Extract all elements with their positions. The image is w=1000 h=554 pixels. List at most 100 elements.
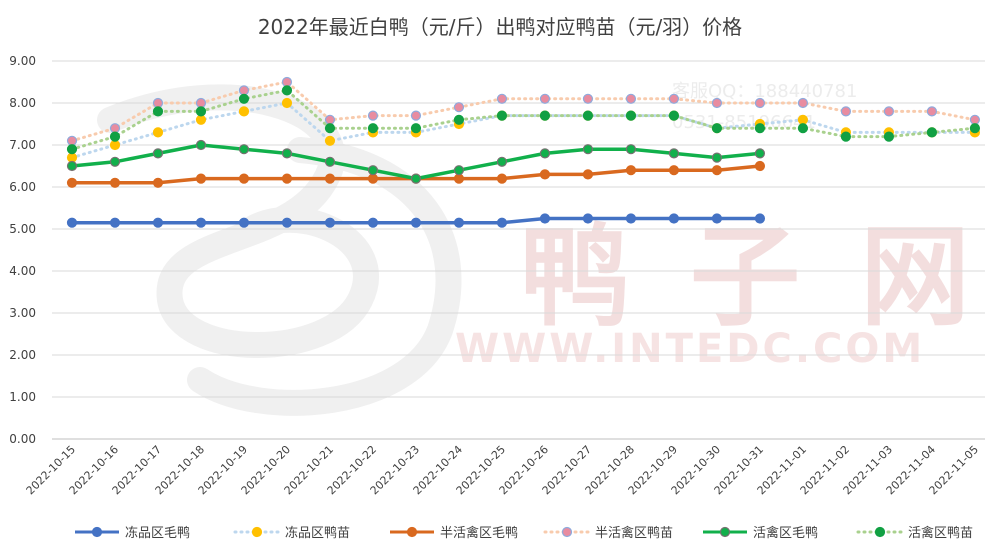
data-point (625, 110, 637, 121)
series-line (70, 80, 977, 143)
data-point (797, 114, 809, 125)
legend-marker (561, 526, 573, 538)
legend-item: 冻品区毛鸭 (75, 525, 190, 541)
data-point (152, 177, 164, 188)
legend-label: 活禽区鸭苗 (908, 525, 973, 541)
data-point (109, 123, 121, 134)
data-point (324, 156, 336, 167)
data-point (625, 213, 637, 224)
series-1 (66, 213, 766, 228)
series-5 (66, 139, 766, 184)
y-tick-label: 0.00 (9, 432, 36, 446)
data-point (711, 152, 723, 163)
data-point (238, 144, 250, 155)
data-point (840, 131, 852, 142)
data-point (453, 217, 465, 228)
data-point (453, 114, 465, 125)
legend-marker (91, 526, 103, 538)
data-point (625, 93, 637, 104)
data-point (410, 123, 422, 134)
y-tick-label: 2.00 (9, 348, 36, 362)
data-point (410, 217, 422, 228)
data-point (496, 217, 508, 228)
data-point (367, 110, 379, 121)
data-point (238, 217, 250, 228)
series-6 (66, 85, 981, 155)
data-point (238, 85, 250, 96)
legend-item: 活禽区鸭苗 (856, 525, 973, 541)
data-point (883, 106, 895, 117)
legend-item: 半活禽区鸭苗 (543, 525, 673, 541)
data-point (582, 169, 594, 180)
data-point (668, 93, 680, 104)
data-point (66, 152, 78, 163)
watermark-url: WWW.INTEDC.COM (455, 326, 925, 372)
data-point (281, 148, 293, 159)
y-tick-label: 5.00 (9, 222, 36, 236)
data-point (668, 110, 680, 121)
data-point (238, 173, 250, 184)
data-point (926, 127, 938, 138)
data-point (324, 123, 336, 134)
data-point (496, 173, 508, 184)
data-point (754, 123, 766, 134)
data-point (66, 160, 78, 172)
data-point (797, 97, 809, 109)
data-point (539, 169, 551, 180)
y-axis: 0.00 1.00 2.00 3.00 4.00 5.00 6.00 7.00 8.00 9.00 (9, 54, 36, 446)
data-point (754, 97, 766, 109)
data-point (109, 139, 121, 151)
data-point (539, 93, 551, 104)
y-tick-label: 9.00 (9, 54, 36, 68)
data-point (238, 106, 250, 117)
legend-item: 半活禽区毛鸭 (390, 525, 518, 541)
data-point (711, 165, 723, 176)
legend-marker (874, 526, 886, 538)
data-point (711, 97, 723, 109)
data-point (711, 123, 723, 134)
data-point (625, 144, 637, 155)
data-point (582, 213, 594, 224)
data-point (625, 165, 637, 176)
data-point (969, 114, 981, 125)
data-point (109, 131, 121, 142)
data-point (195, 97, 207, 109)
data-point (582, 144, 594, 155)
legend-marker (406, 526, 418, 538)
data-point (66, 135, 78, 146)
data-point (668, 213, 680, 224)
data-point (195, 114, 207, 125)
data-point (281, 76, 293, 88)
data-point (539, 148, 551, 159)
data-point (453, 102, 465, 113)
chart-title: 2022年最近白鸭（元/斤）出鸭对应鸭苗（元/羽）价格 (258, 15, 742, 39)
data-point (754, 213, 766, 224)
series-line (70, 101, 977, 160)
data-point (754, 148, 766, 159)
data-point (496, 110, 508, 121)
data-point (281, 85, 293, 96)
watermark-brand: 鸭子网 (520, 213, 1000, 341)
series (66, 76, 981, 228)
data-point (410, 110, 422, 121)
series-4 (66, 76, 981, 146)
data-point (195, 139, 207, 151)
data-point (66, 144, 78, 155)
data-point (66, 217, 78, 228)
y-tick-label: 6.00 (9, 180, 36, 194)
data-point (582, 93, 594, 104)
legend-label: 半活禽区毛鸭 (440, 525, 518, 541)
legend-item: 活禽区毛鸭 (703, 525, 818, 541)
data-point (668, 148, 680, 159)
y-tick-label: 7.00 (9, 138, 36, 152)
data-point (926, 106, 938, 117)
watermark-phone: 0531-85196641 (672, 112, 816, 133)
data-point (152, 97, 164, 109)
data-point (539, 213, 551, 224)
data-point (582, 110, 594, 121)
data-point (324, 173, 336, 184)
data-point (367, 123, 379, 134)
data-point (195, 217, 207, 228)
data-point (410, 173, 422, 184)
